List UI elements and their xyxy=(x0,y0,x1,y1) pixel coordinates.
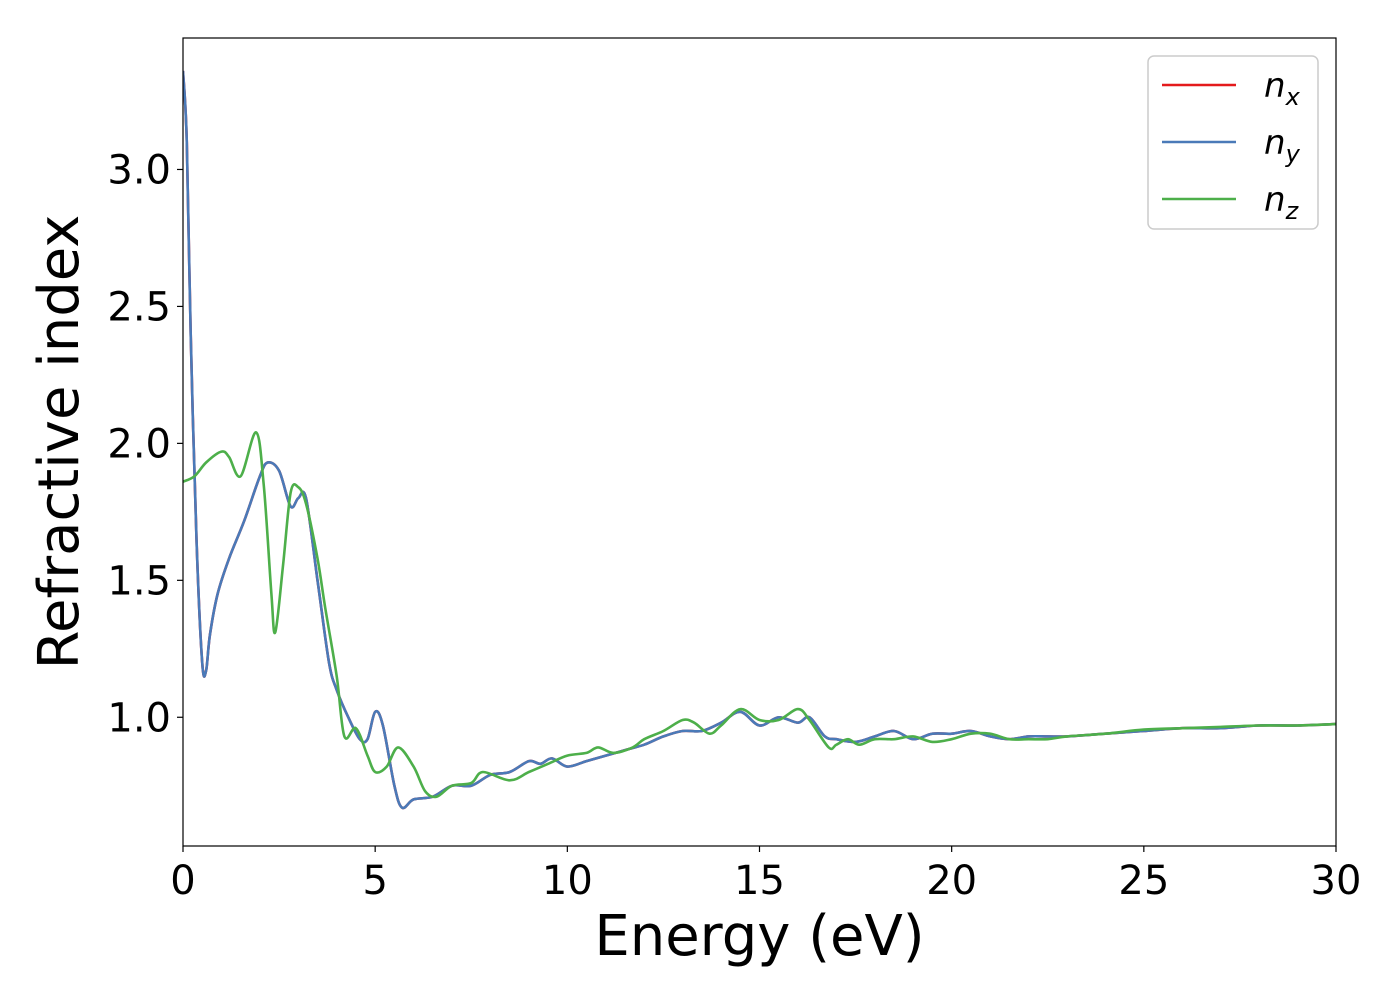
x-tick-label: 5 xyxy=(362,858,387,904)
y-tick-label: 3.0 xyxy=(107,147,171,193)
series-line-y xyxy=(183,70,1336,810)
x-tick-label: 0 xyxy=(170,858,195,904)
x-axis-ticks: 0 5 10 15 20 25 30 xyxy=(170,846,1361,904)
y-axis-label: Refractive index xyxy=(27,215,92,670)
x-tick-label: 10 xyxy=(542,858,593,904)
y-tick-label: 2.0 xyxy=(107,421,171,467)
legend-label-z: nz xyxy=(1264,180,1300,225)
legend: nx ny nz xyxy=(1147,55,1319,230)
x-tick-label: 15 xyxy=(734,858,785,904)
legend-label-y: ny xyxy=(1264,123,1301,168)
series-layer xyxy=(183,70,1336,810)
y-tick-label: 1.5 xyxy=(107,558,171,604)
x-tick-label: 20 xyxy=(926,858,977,904)
x-axis-label: Energy (eV) xyxy=(594,904,924,969)
series-line-z xyxy=(183,431,1336,799)
y-axis-ticks: 1.0 1.5 2.0 2.5 3.0 xyxy=(107,147,183,741)
y-tick-label: 2.5 xyxy=(107,284,171,330)
x-tick-label: 30 xyxy=(1311,858,1362,904)
legend-entries: nx ny nz xyxy=(1162,66,1301,225)
y-tick-label: 1.0 xyxy=(107,695,171,741)
x-tick-label: 25 xyxy=(1118,858,1169,904)
legend-label-x: nx xyxy=(1264,66,1301,111)
